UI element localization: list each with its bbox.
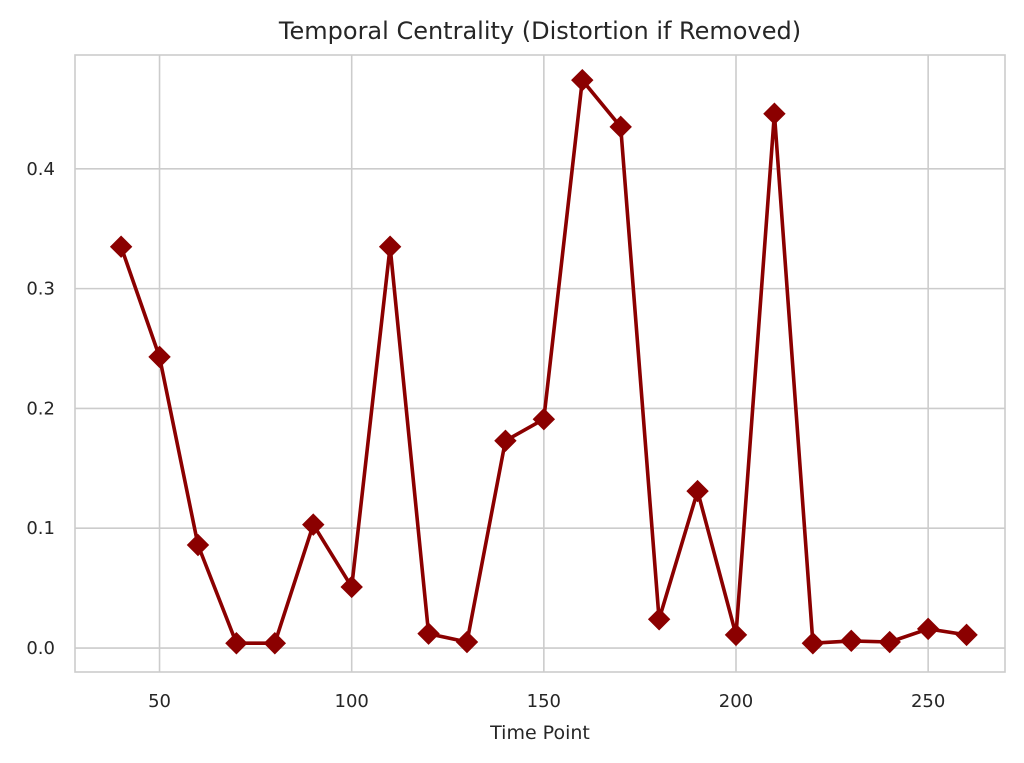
data-point <box>571 68 594 92</box>
y-tick-label: 0.4 <box>26 159 55 180</box>
data-point <box>494 429 517 452</box>
y-tick-label: 0.3 <box>26 279 55 300</box>
data-point <box>878 630 901 654</box>
data-point <box>686 479 709 503</box>
x-tick-label: 200 <box>719 691 753 712</box>
data-point <box>109 235 133 258</box>
data-point <box>417 622 440 645</box>
data-point <box>916 617 940 641</box>
y-tick-label: 0.2 <box>26 398 55 419</box>
x-tick-label: 250 <box>911 691 945 712</box>
y-axis-ticks: 0.0 0.1 0.2 0.3 0.4 <box>26 159 55 659</box>
series <box>109 68 978 655</box>
data-point <box>340 575 363 599</box>
data-point <box>609 115 632 139</box>
data-point <box>263 632 287 655</box>
y-tick-label: 0.0 <box>26 638 55 659</box>
data-point <box>840 629 863 653</box>
data-point <box>724 623 748 647</box>
grid <box>75 55 1005 672</box>
data-point <box>148 345 171 369</box>
x-tick-label: 150 <box>527 691 561 712</box>
data-point <box>647 608 671 631</box>
data-point <box>955 623 978 647</box>
data-point <box>455 630 479 654</box>
x-tick-label: 100 <box>335 691 369 712</box>
data-point <box>225 632 248 655</box>
plot-frame <box>74 54 1006 673</box>
data-point <box>532 408 556 431</box>
chart-title: Temporal Centrality (Distortion if Remov… <box>278 17 801 45</box>
x-axis-label: Time Point <box>489 722 590 744</box>
data-point <box>302 513 325 536</box>
y-tick-label: 0.1 <box>26 518 55 539</box>
data-point <box>186 533 210 557</box>
x-axis-ticks: 50 100 150 200 250 <box>148 691 945 712</box>
data-point <box>378 235 402 258</box>
data-point <box>801 632 825 655</box>
data-point <box>763 102 786 125</box>
x-tick-label: 50 <box>148 691 171 712</box>
